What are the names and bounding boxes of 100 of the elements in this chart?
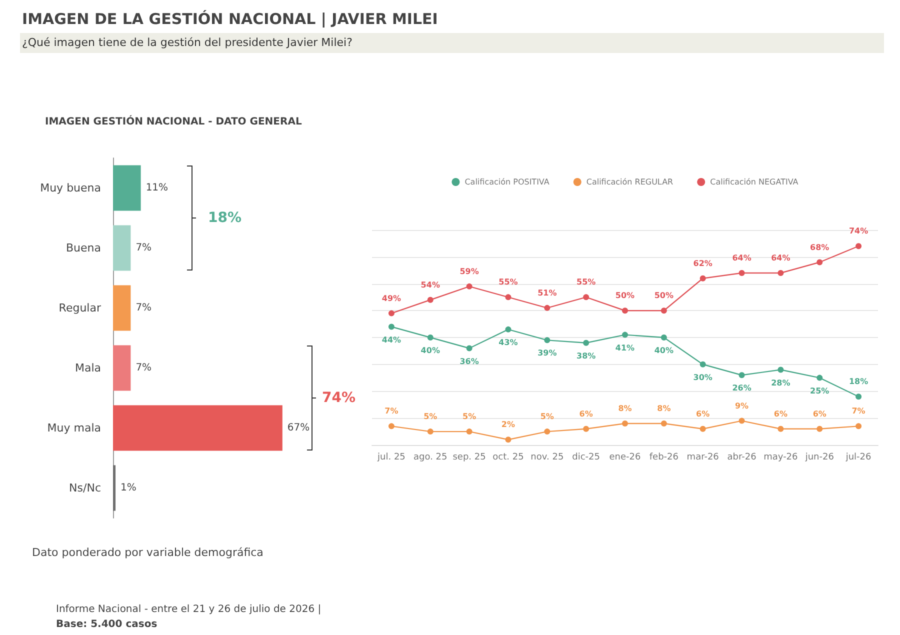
point [427,428,434,435]
x-tick-label: jun-26 [804,452,834,462]
data-label: 55% [498,278,518,287]
data-label: 64% [732,254,752,262]
chart-title: IMAGEN GESTIÓN NACIONAL - DATO GENERAL [45,114,302,128]
text: IMAGEN DE LA GESTIÓN NACIONAL | JAVIER MILEI [22,10,438,28]
data-label: 8% [618,404,632,413]
data-label: 9% [734,401,749,410]
point [660,334,667,340]
data-label: 59% [460,266,479,276]
point [388,324,394,330]
data-label: 30% [693,372,712,382]
data-label: 5% [462,412,476,422]
x-tick-label: sep. 25 [452,452,486,462]
point [622,308,628,314]
point [816,374,823,381]
legend-label: Calificación NEGATIVA [710,178,799,186]
point [505,294,512,300]
point [388,423,394,430]
point [583,340,590,346]
data-label: 6% [774,409,788,418]
point [544,304,550,311]
point [622,332,628,338]
point [816,426,823,432]
data-label: 40% [420,346,440,355]
point [544,337,550,344]
x-tick-label: feb-26 [649,452,679,462]
point [856,243,862,250]
data-label: 7% [136,242,152,254]
data-label: 6% [579,409,593,418]
point [856,423,862,430]
data-label: 50% [615,291,635,300]
data-label: 64% [771,254,790,262]
bar [113,285,131,331]
point [738,418,745,424]
point [466,345,472,352]
point [466,283,472,290]
point [622,420,628,426]
x-tick-label: jul. 25 [376,452,406,462]
point [778,366,784,373]
x-tick-label: ago. 25 [414,452,448,462]
annotation: 18% [208,210,242,226]
data-label: 7% [136,302,152,314]
point [660,308,667,314]
y-tick-label: Buena [66,242,101,254]
point [505,436,512,443]
point [778,426,784,432]
point [738,372,745,378]
bar [113,345,131,391]
x-tick-label: may-26 [764,452,798,462]
data-label: 39% [538,348,557,358]
y-tick-label: Muy buena [40,182,101,194]
point [427,296,434,303]
data-label: 5% [540,412,554,422]
point [700,426,706,432]
point [660,420,667,426]
data-label: 49% [382,294,402,303]
point [778,270,784,276]
data-label: 26% [732,384,752,393]
point [505,326,512,332]
data-label: 5% [424,412,438,422]
point [388,310,394,316]
x-tick-label: jul-26 [844,452,872,462]
data-label: 55% [576,278,596,287]
x-tick-label: ene-26 [609,452,642,462]
data-label: 7% [384,406,398,416]
data-label: 7% [852,406,866,416]
data-label: 74% [848,226,868,236]
bar [113,465,116,511]
data-label: 11% [146,182,168,194]
data-label: 1% [120,482,136,494]
data-label: 6% [812,409,826,418]
data-label: 67% [287,422,310,434]
data-label: 38% [576,351,596,360]
point [466,428,472,435]
x-tick-label: oct. 25 [492,452,524,462]
bar [113,225,131,271]
data-label: 44% [382,335,402,344]
legend-label: Calificación REGULAR [586,178,674,186]
y-tick-label: Regular [58,302,102,314]
text: Base: 5.400 casos [56,619,158,630]
data-label: 51% [538,288,557,298]
data-label: 50% [654,291,674,300]
data-label: 54% [420,280,440,290]
text: ¿Qué imagen tiene de la gestión del presidente Javier Milei? [20,33,884,53]
point [583,426,590,432]
bar [113,405,282,451]
text: Informe Nacional - entre el 21 y 26 de julio de 2026 | [56,604,322,615]
point [738,270,745,276]
data-label: 6% [696,409,710,418]
bar [113,165,141,211]
data-label: 62% [693,258,712,268]
y-tick-label: Muy mala [47,422,101,434]
data-label: 25% [810,386,830,396]
data-label: 41% [615,343,635,352]
data-label: 7% [136,362,152,374]
point [544,428,550,435]
data-label: 8% [657,404,671,413]
data-label: 28% [771,378,790,388]
text: Dato ponderado por variable demográfica [32,546,264,559]
